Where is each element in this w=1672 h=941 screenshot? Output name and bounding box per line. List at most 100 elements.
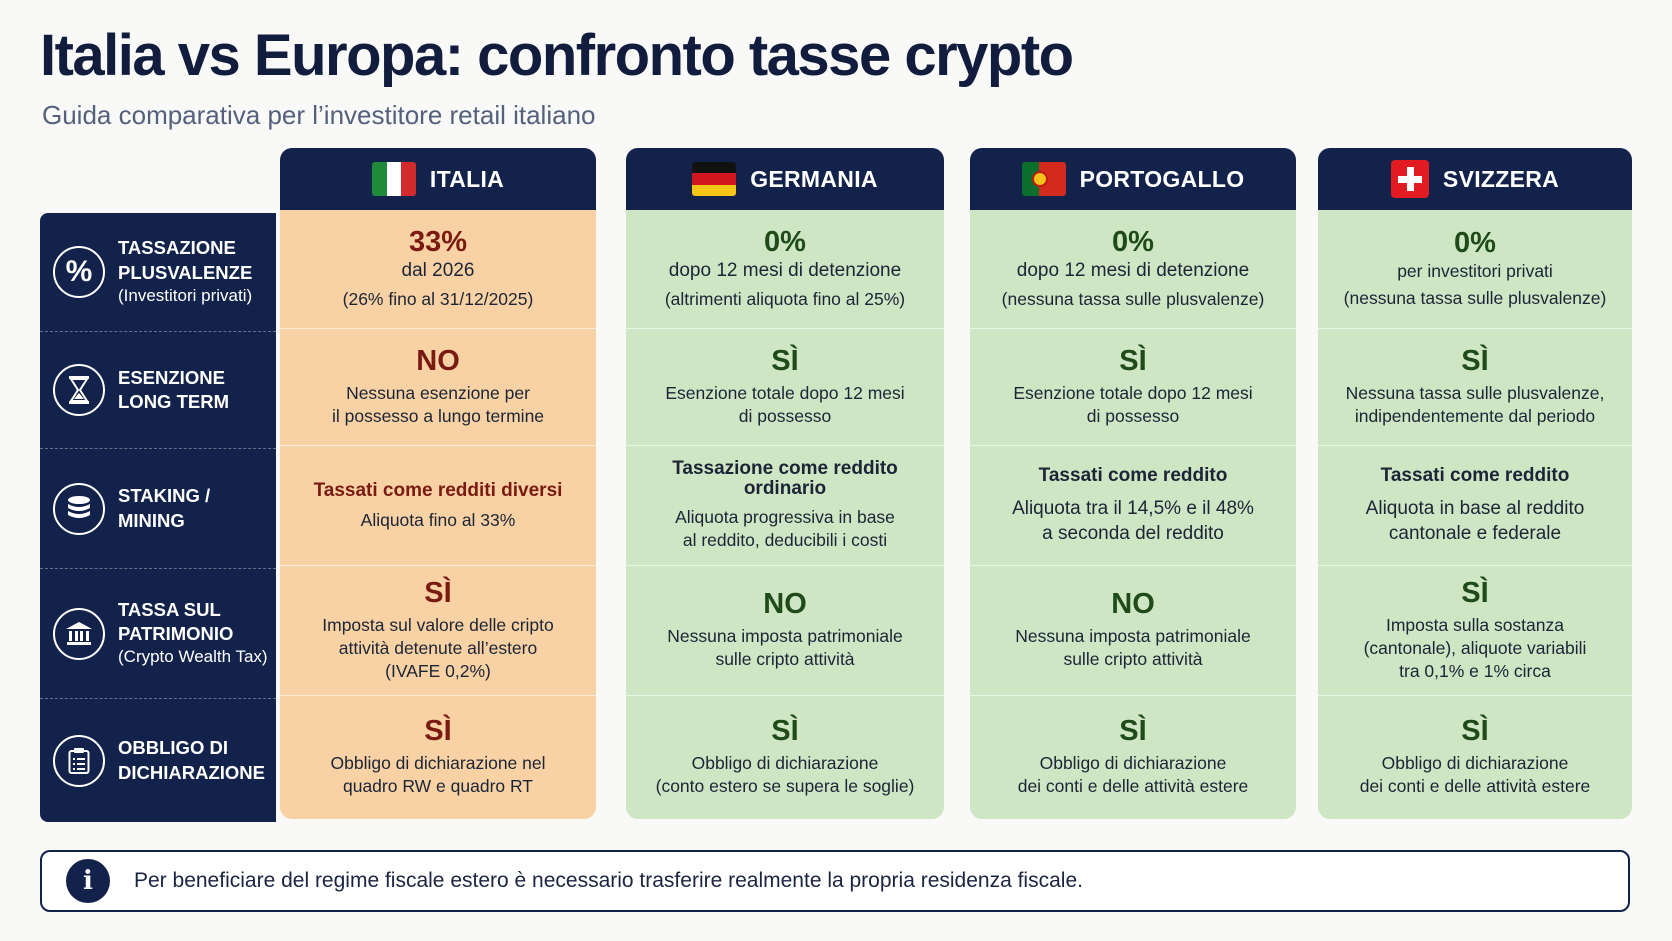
column-germania: GERMANIA 0% dopo 12 mesi di detenzione (… — [626, 148, 944, 819]
cell-text: dopo 12 mesi di detenzione — [668, 260, 902, 282]
italy-flag-icon — [371, 162, 416, 196]
row-subtitle: (Investitori privati) — [118, 285, 253, 305]
column-body: 0% dopo 12 mesi di detenzione (nessuna t… — [970, 210, 1296, 819]
cell-text: Esenzione totale dopo 12 mesi — [665, 382, 905, 403]
portugal-flag-icon — [1021, 162, 1066, 196]
cell-value: 0% — [1112, 226, 1154, 259]
column-body: 0% dopo 12 mesi di detenzione (altriment… — [626, 210, 944, 819]
cell-staking: Tassati come redditi diversi Aliquota fi… — [280, 445, 596, 565]
cell-heading: Tassazione come reddito — [672, 457, 898, 479]
cell-text: Nessuna tassa sulle plusvalenze, — [1345, 382, 1605, 403]
cell-heading: Tassati come redditi diversi — [313, 479, 563, 501]
cell-patrimonio: NO Nessuna imposta patrimoniale sulle cr… — [970, 565, 1296, 695]
row-title: DICHIARAZIONE — [118, 761, 265, 783]
cell-text: Imposta sulla sostanza — [1385, 614, 1564, 635]
cell-text: Nessuna esenzione per — [346, 382, 530, 403]
cell-text: sulle cripto attività — [1063, 649, 1203, 670]
cell-text: (IVAFE 0,2%) — [385, 660, 491, 681]
cell-text: Obbligo di dichiarazione — [691, 753, 879, 774]
cell-value: SÌ — [1461, 344, 1489, 377]
cell-staking: Tassazione come reddito ordinario Aliquo… — [626, 445, 944, 565]
cell-patrimonio: NO Nessuna imposta patrimoniale sulle cr… — [626, 565, 944, 695]
column-svizzera: SVIZZERA 0% per investitori privati (nes… — [1318, 148, 1632, 819]
page-title: Italia vs Europa: confronto tasse crypto — [40, 23, 1074, 88]
cell-value: 0% — [764, 226, 806, 259]
column-header: PORTOGALLO — [970, 148, 1296, 210]
cell-text: il possesso a lungo termine — [331, 405, 545, 426]
cell-text: quadro RW e quadro RT — [342, 776, 533, 797]
cell-text: sulle cripto attività — [715, 649, 855, 670]
row-label-plusvalenze: % TASSAZIONE PLUSVALENZE (Investitori pr… — [40, 213, 276, 331]
row-title: PATRIMONIO — [118, 623, 234, 645]
country-name: PORTOGALLO — [1079, 165, 1245, 192]
cell-text: (conto estero se supera le soglie) — [655, 776, 915, 797]
cell-text: Aliquota fino al 33% — [360, 510, 516, 531]
cell-plusvalenze: 0% per investitori privati (nessuna tass… — [1318, 210, 1632, 328]
country-name: GERMANIA — [750, 165, 878, 192]
cell-plusvalenze: 33% dal 2026 (26% fino al 31/12/2025) — [280, 210, 596, 328]
country-name: SVIZZERA — [1442, 165, 1560, 192]
cell-heading: ordinario — [743, 478, 827, 500]
cell-dichiarazione: SÌ Obbligo di dichiarazione dei conti e … — [970, 695, 1296, 819]
cell-text: tra 0,1% e 1% circa — [1399, 660, 1551, 681]
cell-value: NO — [1111, 588, 1155, 621]
info-banner: i Per beneficiare del regime fiscale est… — [40, 850, 1630, 912]
cell-heading: Tassati come reddito — [1380, 465, 1570, 487]
cell-text: Imposta sul valore delle cripto — [322, 614, 554, 635]
cell-text: Obbligo di dichiarazione — [1381, 753, 1569, 774]
column-italia: ITALIA 33% dal 2026 (26% fino al 31/12/2… — [280, 148, 596, 819]
cell-value: SÌ — [424, 715, 452, 748]
row-label-dichiarazione: OBBLIGO DI DICHIARAZIONE — [40, 698, 276, 822]
cell-value: NO — [763, 588, 807, 621]
percent-icon: % — [53, 246, 105, 298]
cell-text: a seconda del reddito — [1042, 522, 1224, 544]
cell-text: Nessuna imposta patrimoniale — [667, 626, 903, 647]
row-labels: % TASSAZIONE PLUSVALENZE (Investitori pr… — [40, 213, 276, 822]
cell-heading: Tassati come reddito — [1038, 465, 1228, 487]
cell-text: (altrimenti aliquota fino al 25%) — [664, 288, 906, 309]
row-label-staking: STAKING / MINING — [40, 448, 276, 568]
coins-icon — [53, 482, 105, 535]
cell-text: (nessuna tassa sulle plusvalenze) — [1001, 288, 1265, 309]
column-header: GERMANIA — [626, 148, 944, 210]
cell-text: di possesso — [1086, 405, 1180, 426]
cell-value: SÌ — [1461, 715, 1489, 748]
cell-value: 33% — [408, 226, 468, 259]
cell-value: 0% — [1454, 226, 1496, 259]
germany-flag-icon — [692, 162, 737, 196]
row-title: STAKING / — [118, 485, 211, 507]
row-title: OBBLIGO DI — [118, 737, 228, 759]
cell-plusvalenze: 0% dopo 12 mesi di detenzione (altriment… — [626, 210, 944, 328]
cell-text: cantonale e federale — [1388, 522, 1562, 544]
row-title: PLUSVALENZE — [118, 261, 253, 283]
cell-text: per investitori privati — [1397, 260, 1553, 281]
row-title: MINING — [118, 509, 185, 531]
cell-value: SÌ — [424, 576, 452, 609]
column-header: ITALIA — [280, 148, 596, 210]
cell-text: al reddito, deducibili i costi — [682, 530, 888, 551]
cell-plusvalenze: 0% dopo 12 mesi di detenzione (nessuna t… — [970, 210, 1296, 328]
cell-text: attività detenute all’estero — [338, 637, 538, 658]
column-header: SVIZZERA — [1318, 148, 1632, 210]
page-subtitle: Guida comparativa per l’investitore reta… — [42, 100, 596, 130]
cell-text: Obbligo di dichiarazione nel — [330, 753, 546, 774]
cell-text: Aliquota progressiva in base — [675, 507, 895, 528]
hourglass-icon — [53, 364, 105, 416]
country-name: ITALIA — [429, 165, 505, 192]
cell-text: (26% fino al 31/12/2025) — [342, 288, 534, 309]
cell-text: Obbligo di dichiarazione — [1039, 753, 1227, 774]
cell-text: dal 2026 — [401, 260, 475, 282]
cell-text: dei conti e delle attività estere — [1017, 776, 1249, 797]
row-title: ESENZIONE — [118, 366, 225, 388]
cell-text: (nessuna tassa sulle plusvalenze) — [1343, 287, 1607, 308]
cell-text: Aliquota tra il 14,5% e il 48% — [1012, 498, 1254, 520]
row-label-patrimonio: TASSA SUL PATRIMONIO (Crypto Wealth Tax) — [40, 568, 276, 698]
row-subtitle: (Crypto Wealth Tax) — [118, 647, 268, 667]
cell-value: SÌ — [1119, 344, 1147, 377]
cell-text: (cantonale), aliquote variabili — [1363, 637, 1587, 658]
cell-long-term: NO Nessuna esenzione per il possesso a l… — [280, 328, 596, 445]
row-title: LONG TERM — [118, 391, 229, 412]
cell-text: dei conti e delle attività estere — [1359, 776, 1591, 797]
cell-dichiarazione: SÌ Obbligo di dichiarazione (conto ester… — [626, 695, 944, 819]
cell-value: SÌ — [1119, 715, 1147, 748]
